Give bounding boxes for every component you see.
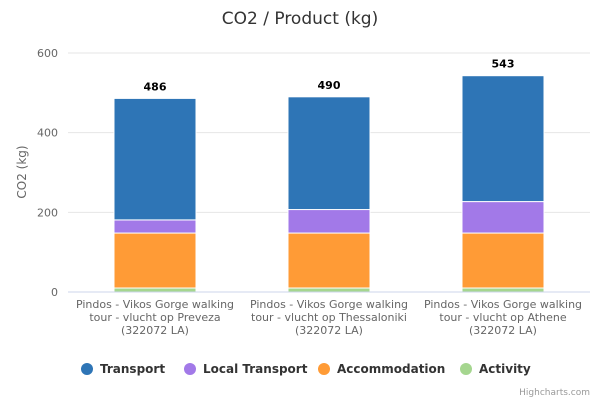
bar-segment-activity[interactable] — [287, 287, 371, 293]
legend-marker — [81, 363, 93, 375]
bar-segment-activity[interactable] — [113, 287, 197, 293]
bar-segment-accommodation[interactable] — [287, 232, 371, 289]
legend-label: Transport — [100, 362, 165, 376]
total-labels: 486 490 543 — [144, 58, 515, 94]
y-tick-label: 400 — [37, 127, 58, 140]
x-tick-label: (322072 LA) — [295, 324, 363, 337]
legend-item-accommodation[interactable]: Accommodation — [318, 362, 445, 376]
bar-segment-transport[interactable] — [113, 97, 197, 221]
total-label: 490 — [318, 79, 341, 92]
x-tick-label: Pindos - Vikos Gorge walking — [76, 298, 234, 311]
total-label: 543 — [492, 58, 515, 71]
x-tick-label: Pindos - Vikos Gorge walking — [250, 298, 408, 311]
bar-segment-local-transport[interactable] — [287, 209, 371, 234]
legend-marker — [318, 363, 330, 375]
x-tick-label: (322072 LA) — [121, 324, 189, 337]
bar-segment-accommodation[interactable] — [461, 232, 545, 289]
legend-item-local-transport[interactable]: Local Transport — [184, 362, 308, 376]
x-tick-label: tour - vlucht op Athene — [439, 311, 566, 324]
legend-label: Activity — [479, 362, 531, 376]
y-axis-ticks: 0 200 400 600 — [37, 47, 58, 299]
legend-marker — [460, 363, 472, 375]
bar-segment-local-transport[interactable] — [113, 219, 197, 234]
legend-item-activity[interactable]: Activity — [460, 362, 531, 376]
chart-title: CO2 / Product (kg) — [222, 9, 378, 29]
bar-segment-transport[interactable] — [461, 75, 545, 203]
x-tick-label: Pindos - Vikos Gorge walking — [424, 298, 582, 311]
x-tick-label: (322072 LA) — [469, 324, 537, 337]
total-label: 486 — [144, 80, 167, 93]
legend-marker — [184, 363, 196, 375]
bar-segment-activity[interactable] — [461, 287, 545, 293]
y-tick-label: 600 — [37, 47, 58, 60]
legend-item-transport[interactable]: Transport — [81, 362, 165, 376]
legend-label: Local Transport — [203, 362, 308, 376]
bars-group — [113, 75, 545, 293]
credits-link[interactable]: Highcharts.com — [519, 388, 590, 398]
bar-segment-local-transport[interactable] — [461, 201, 545, 234]
x-tick-label: tour - vlucht op Thessaloniki — [251, 311, 407, 324]
x-tick-label: tour - vlucht op Preveza — [89, 311, 220, 324]
y-axis-label: CO2 (kg) — [15, 145, 29, 198]
bar-segment-transport[interactable] — [287, 96, 371, 211]
legend-label: Accommodation — [337, 362, 445, 376]
y-tick-label: 0 — [51, 286, 58, 299]
bar-segment-accommodation[interactable] — [113, 232, 197, 289]
legend: Transport Local Transport Accommodation Act… — [81, 362, 531, 376]
y-tick-label: 200 — [37, 206, 58, 219]
